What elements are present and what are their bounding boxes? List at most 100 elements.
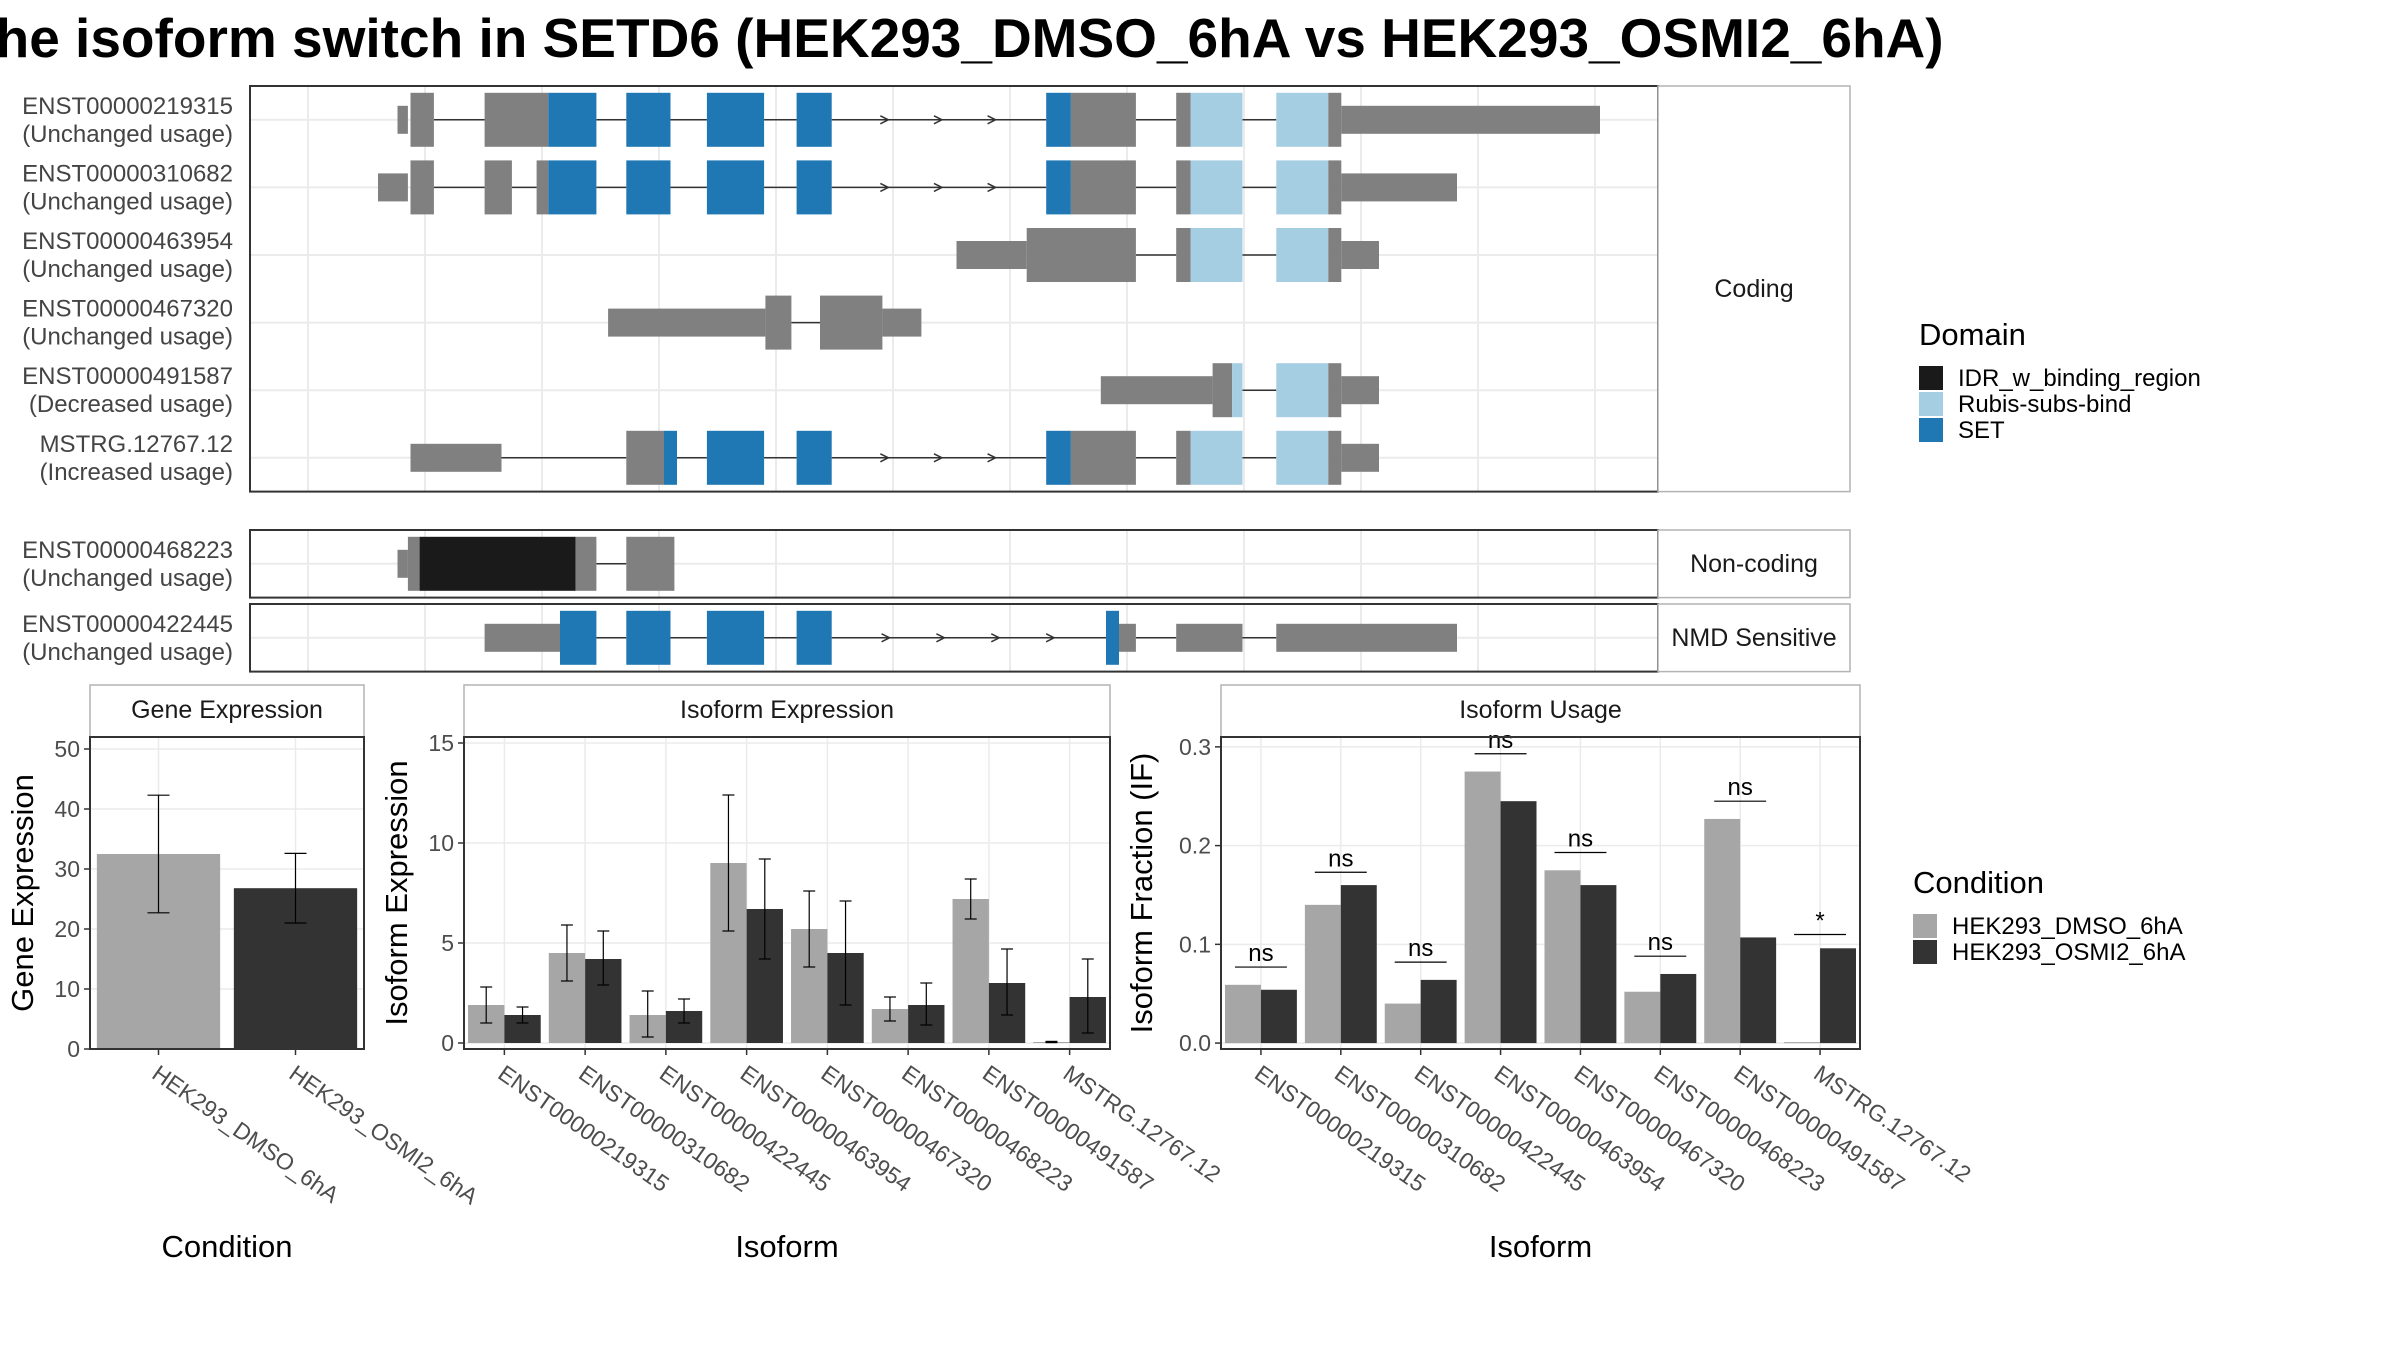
exon	[410, 92, 434, 147]
exon	[1176, 160, 1191, 215]
exon-set	[548, 160, 597, 215]
exon-rubis-subs-bind	[1190, 160, 1243, 215]
exon	[608, 308, 766, 337]
panel-category-label: Non-coding	[1690, 550, 1818, 578]
y-tick-label: 20	[54, 916, 80, 942]
expression-charts: Gene Expression01020304050HEK293_DMSO_6h…	[5, 684, 1976, 1264]
intron-direction-arrow	[881, 633, 892, 643]
y-axis-title: Isoform Fraction (IF)	[1124, 753, 1159, 1034]
exon	[1212, 363, 1233, 418]
x-axis-title: Isoform	[735, 1229, 838, 1264]
condition-legend-swatch	[1913, 914, 1937, 938]
exon-rubis-subs-bind	[1276, 228, 1329, 282]
exon-idr_w_binding_region	[419, 536, 576, 591]
exon-rubis-subs-bind	[1276, 160, 1329, 215]
exon-set	[626, 160, 671, 215]
exon-set	[1046, 92, 1071, 147]
domain-legend-swatch	[1919, 392, 1943, 416]
transcript-usage-label: (Unchanged usage)	[22, 324, 233, 351]
exon	[1341, 105, 1600, 134]
exon	[1328, 363, 1342, 418]
y-tick-label: 0.0	[1179, 1030, 1211, 1056]
panel-category-strip	[1657, 529, 1851, 599]
bar	[952, 899, 989, 1043]
intron-direction-arrow	[936, 633, 947, 643]
exon	[410, 443, 502, 472]
domain-legend-title: Domain	[1919, 317, 2026, 352]
chart-title-strip	[1220, 684, 1861, 738]
exon-rubis-subs-bind	[1190, 228, 1243, 282]
intron-direction-arrow	[990, 633, 1001, 643]
transcript-id-label: ENST00000463954	[22, 228, 233, 255]
intron-direction-arrow	[879, 453, 891, 463]
significance-label: ns	[1648, 929, 1673, 956]
transcript-id-label: ENST00000467320	[22, 296, 233, 323]
bar	[1580, 885, 1617, 1044]
exon-rubis-subs-bind	[1232, 363, 1243, 418]
y-tick-label: 0.3	[1179, 734, 1211, 760]
exon	[1341, 443, 1379, 472]
exon-set	[796, 610, 832, 665]
intron-direction-arrow	[879, 182, 891, 193]
exon-set	[796, 160, 832, 215]
exon-set	[1106, 610, 1119, 665]
exon-rubis-subs-bind	[1190, 430, 1243, 485]
transcript-usage-label: (Unchanged usage)	[22, 256, 233, 283]
exon-set	[706, 160, 765, 215]
figure-title: The isoform switch in SETD6 (HEK293_DMSO…	[0, 7, 1944, 69]
exon	[484, 160, 512, 215]
exon	[626, 430, 664, 485]
intron-direction-arrow	[987, 453, 998, 463]
significance-label: *	[1815, 907, 1824, 934]
intron-direction-arrow	[933, 453, 944, 463]
exon	[397, 549, 408, 578]
domain-legend-swatch	[1919, 366, 1943, 390]
exon-rubis-subs-bind	[1276, 92, 1329, 147]
transcript-id-label: ENST00000468223	[22, 537, 233, 564]
transcript-usage-label: (Unchanged usage)	[22, 639, 233, 666]
exon-set	[706, 430, 765, 485]
y-tick-label: 0	[441, 1030, 454, 1056]
bar	[1784, 1042, 1821, 1044]
exon-rubis-subs-bind	[1276, 430, 1329, 485]
chart-title: Gene Expression	[131, 696, 323, 724]
transcript-id-label: ENST00000422445	[22, 611, 233, 638]
exon	[1100, 376, 1213, 405]
chart-frame	[463, 736, 1111, 1050]
transcript-structure-panels: ENST00000219315(Unchanged usage)ENST0000…	[22, 85, 1851, 673]
exon	[1176, 228, 1191, 282]
exon	[626, 536, 675, 591]
exon	[1070, 92, 1136, 147]
exon	[1328, 160, 1342, 215]
bar	[1464, 771, 1501, 1044]
exon	[765, 295, 792, 350]
exon-set	[1046, 430, 1071, 485]
exon	[1276, 623, 1457, 652]
y-tick-label: 50	[54, 736, 80, 762]
exon-set	[548, 92, 597, 147]
bar	[1624, 991, 1661, 1044]
transcript-usage-label: (Unchanged usage)	[22, 565, 233, 592]
y-tick-label: 30	[54, 856, 80, 882]
y-axis-title: Isoform Expression	[379, 760, 414, 1025]
transcript-id-label: ENST00000310682	[22, 160, 233, 187]
domain-legend-item: IDR_w_binding_region	[1958, 365, 2201, 392]
chart-title: Isoform Usage	[1459, 696, 1622, 724]
transcript-usage-label: (Increased usage)	[40, 459, 233, 486]
exon	[536, 160, 549, 215]
exon	[1026, 228, 1136, 282]
bar	[1500, 801, 1537, 1044]
exon	[1119, 623, 1136, 652]
y-tick-label: 0.1	[1179, 931, 1211, 957]
exon-set	[796, 430, 832, 485]
exon	[484, 92, 549, 147]
transcript-id-label: ENST00000491587	[22, 363, 233, 390]
y-tick-label: 0.2	[1179, 833, 1211, 859]
exon-rubis-subs-bind	[1190, 92, 1243, 147]
intron-direction-arrow	[879, 115, 891, 125]
transcript-usage-label: (Unchanged usage)	[22, 188, 233, 215]
exon	[1070, 160, 1136, 215]
bar	[1384, 1003, 1421, 1044]
chart-frame	[1220, 736, 1861, 1050]
